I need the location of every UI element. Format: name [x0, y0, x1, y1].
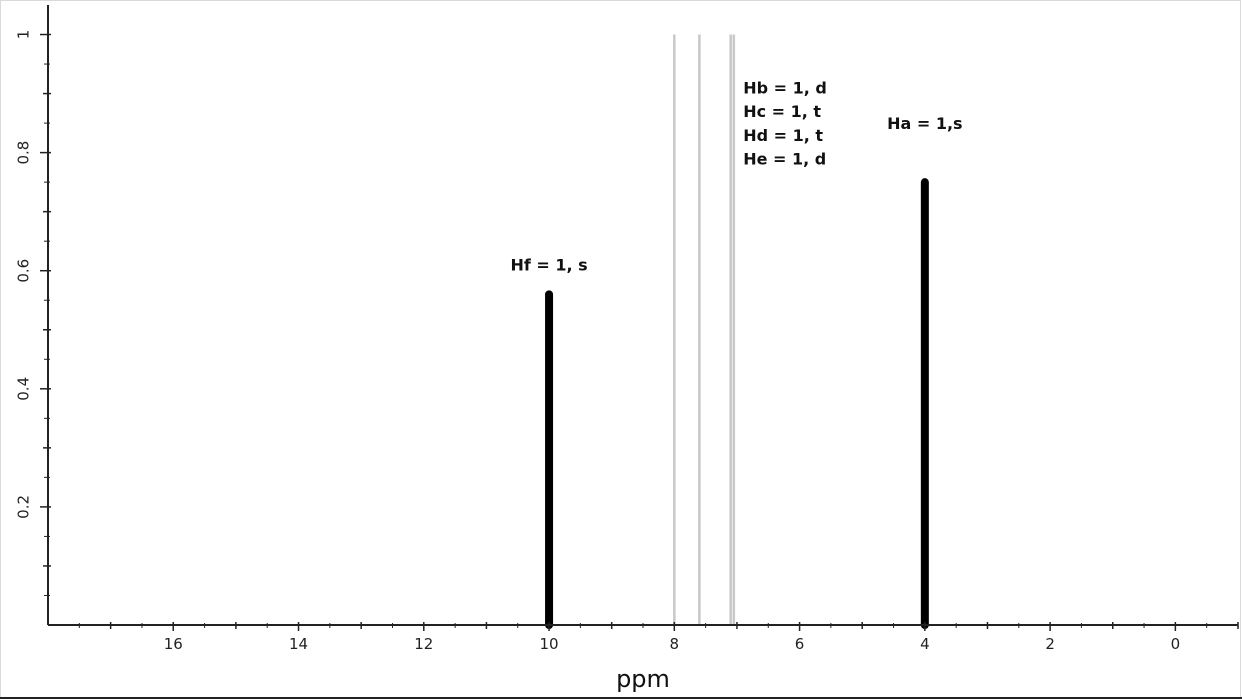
y-tick-label: 1: [15, 30, 33, 40]
x-tick-label: 2: [1045, 635, 1055, 653]
x-tick-label: 16: [164, 635, 183, 653]
peak-group: [545, 34, 929, 629]
y-tick-label: 0.8: [15, 141, 33, 165]
x-tick-label: 0: [1171, 635, 1181, 653]
x-tick-label: 8: [670, 635, 680, 653]
x-ticks-group: 16 14 12 10 8 6 4 2 0: [78, 622, 1239, 653]
annotation-group: Hf = 1, s Hb = 1, d Hc = 1, t Hd = 1, t He =…: [510, 79, 962, 275]
peak-annotation: Hd = 1, t: [743, 126, 823, 145]
x-tick-label: 4: [920, 635, 930, 653]
x-axis-title: ppm: [616, 665, 670, 693]
x-tick-label: 6: [795, 635, 805, 653]
x-tick-label: 14: [289, 635, 308, 653]
x-tick-label: 12: [414, 635, 433, 653]
y-ticks-group: 0.2 0.4 0.6 0.8 1: [15, 30, 51, 596]
peak-annotation: Hc = 1, t: [743, 102, 821, 121]
y-tick-label: 0.4: [15, 377, 33, 401]
y-tick-label: 0.6: [15, 259, 33, 283]
peak-annotation: He = 1, d: [743, 149, 826, 168]
peak-annotation: Hf = 1, s: [510, 256, 587, 275]
x-tick-label: 10: [540, 635, 559, 653]
peak-annotation: Ha = 1,s: [887, 114, 962, 133]
peak-annotation: Hb = 1, d: [743, 79, 827, 98]
y-tick-label: 0.2: [15, 495, 33, 519]
